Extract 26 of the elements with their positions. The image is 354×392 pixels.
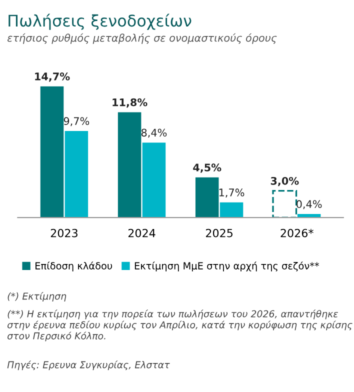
- x-tick-label: 2023: [50, 228, 78, 238]
- bar: [64, 130, 88, 218]
- x-tick-label: 2024: [128, 228, 156, 238]
- chart-subtitle: ετήσιος ρυθμός μεταβολής σε ονομαστικούς όρους: [7, 33, 277, 44]
- data-label: 9,7%: [64, 117, 90, 126]
- data-label: 14,7%: [35, 72, 70, 82]
- bar: [142, 142, 166, 218]
- bar: [118, 112, 142, 218]
- bar: [220, 202, 244, 218]
- text: (**) Η εκτίμηση για την πορεία των πωλήσεων του 2026, απαντήθηκε στην έρευνα πεδίου κυρίως τον Απρίλιο, κατά την κορύφωση της κρίσης στον Περσικό Κόλπο.: [8, 310, 352, 342]
- text: Πηγές: Ερευνα Συγκυρίας, Ελστατ: [7, 360, 170, 370]
- data-label: 11,8%: [112, 98, 148, 108]
- text: (*) Εκτίμηση: [8, 292, 66, 302]
- x-tick-label: 2025: [206, 228, 232, 238]
- bar: [195, 177, 219, 218]
- data-label: 1,7%: [219, 188, 244, 198]
- chart-title: Πωλήσεις ξενοδοχείων: [8, 14, 192, 30]
- data-label: 3,0%: [270, 176, 299, 186]
- bar: [40, 86, 64, 218]
- data-label: 8,4%: [141, 128, 167, 138]
- bar: [272, 190, 298, 218]
- data-label: 4,5%: [193, 164, 222, 173]
- x-tick-label: 2026*: [280, 228, 314, 238]
- data-label: 0,4%: [296, 200, 322, 210]
- legend-label: Επίδοση κλάδου: [36, 262, 112, 272]
- legend-label: Εκτίμηση ΜμΕ στην αρχή της σεζόν**: [134, 262, 320, 272]
